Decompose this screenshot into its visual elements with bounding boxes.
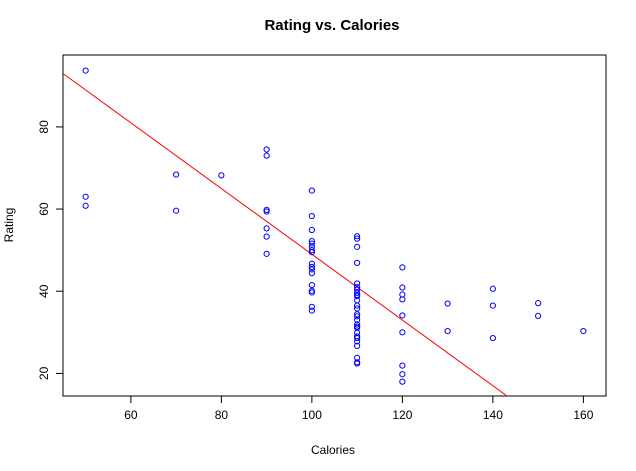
data-point (308, 266, 315, 273)
data-point (308, 247, 315, 254)
data-point (308, 307, 315, 314)
data-point (489, 302, 496, 309)
data-point (308, 263, 315, 271)
data-point (399, 284, 406, 291)
data-point (308, 270, 315, 277)
data-point (354, 360, 361, 367)
data-point (354, 289, 361, 296)
regression-line (63, 73, 508, 396)
plot-frame (62, 54, 607, 397)
data-point (399, 371, 406, 378)
data-point (308, 226, 315, 234)
x-axis: 60 80 100 120 140 160 (124, 395, 594, 422)
data-point (354, 233, 361, 240)
data-point (354, 338, 361, 345)
data-point (354, 235, 361, 242)
data-point (354, 284, 361, 291)
data-point (354, 280, 361, 287)
data-point (308, 187, 315, 194)
data-point (263, 152, 270, 159)
data-point (308, 240, 315, 247)
y-axis-label: Rating (2, 208, 16, 243)
data-point (354, 311, 361, 318)
data-point (308, 281, 315, 289)
data-point (173, 171, 180, 178)
y-tick-label: 20 (37, 366, 51, 380)
y-tick-label: 40 (37, 284, 51, 298)
data-point (263, 146, 270, 153)
data-point (218, 172, 225, 179)
data-point (82, 193, 89, 200)
data-point (399, 362, 406, 369)
y-tick-label: 60 (37, 202, 51, 216)
data-point (399, 329, 406, 336)
data-point (354, 243, 361, 250)
data-point (354, 342, 361, 349)
x-tick-label: 140 (483, 408, 503, 422)
data-point (489, 334, 496, 342)
data-point (399, 378, 406, 385)
data-point (354, 321, 361, 328)
data-point (308, 238, 315, 245)
data-point (263, 250, 270, 257)
data-point (263, 208, 270, 215)
data-point (399, 291, 406, 298)
data-point (82, 202, 89, 209)
y-tick-label: 80 (37, 120, 51, 134)
data-point (535, 312, 542, 319)
x-tick-label: 120 (392, 408, 412, 422)
data-point (399, 312, 406, 319)
x-tick-label: 80 (215, 408, 229, 422)
data-point (354, 259, 361, 266)
data-point (399, 296, 406, 303)
data-point (263, 225, 270, 232)
data-point (308, 289, 315, 296)
data-points (82, 67, 587, 385)
fit-line-group (63, 73, 508, 396)
data-point (308, 303, 315, 310)
data-point (444, 327, 451, 335)
x-axis-label: Calories (311, 443, 355, 457)
x-tick-label: 100 (302, 408, 322, 422)
data-point (354, 293, 361, 300)
data-point (444, 300, 451, 307)
data-point (489, 285, 496, 292)
data-point (354, 313, 361, 320)
data-point (580, 327, 587, 335)
x-tick-label: 60 (124, 408, 138, 422)
data-point (173, 207, 180, 214)
x-tick-label: 160 (573, 408, 593, 422)
data-point (354, 316, 361, 324)
data-point (263, 233, 270, 240)
data-point (308, 260, 315, 267)
data-point (308, 212, 315, 220)
data-point (354, 302, 361, 309)
data-point (354, 305, 361, 312)
y-axis: 20 40 60 80 (37, 120, 64, 380)
data-point (354, 354, 361, 361)
data-point (308, 249, 315, 256)
data-point (399, 264, 406, 271)
data-point (535, 300, 542, 307)
chart-title: Rating vs. Calories (264, 17, 399, 34)
data-point (82, 67, 89, 74)
data-point (354, 334, 361, 342)
